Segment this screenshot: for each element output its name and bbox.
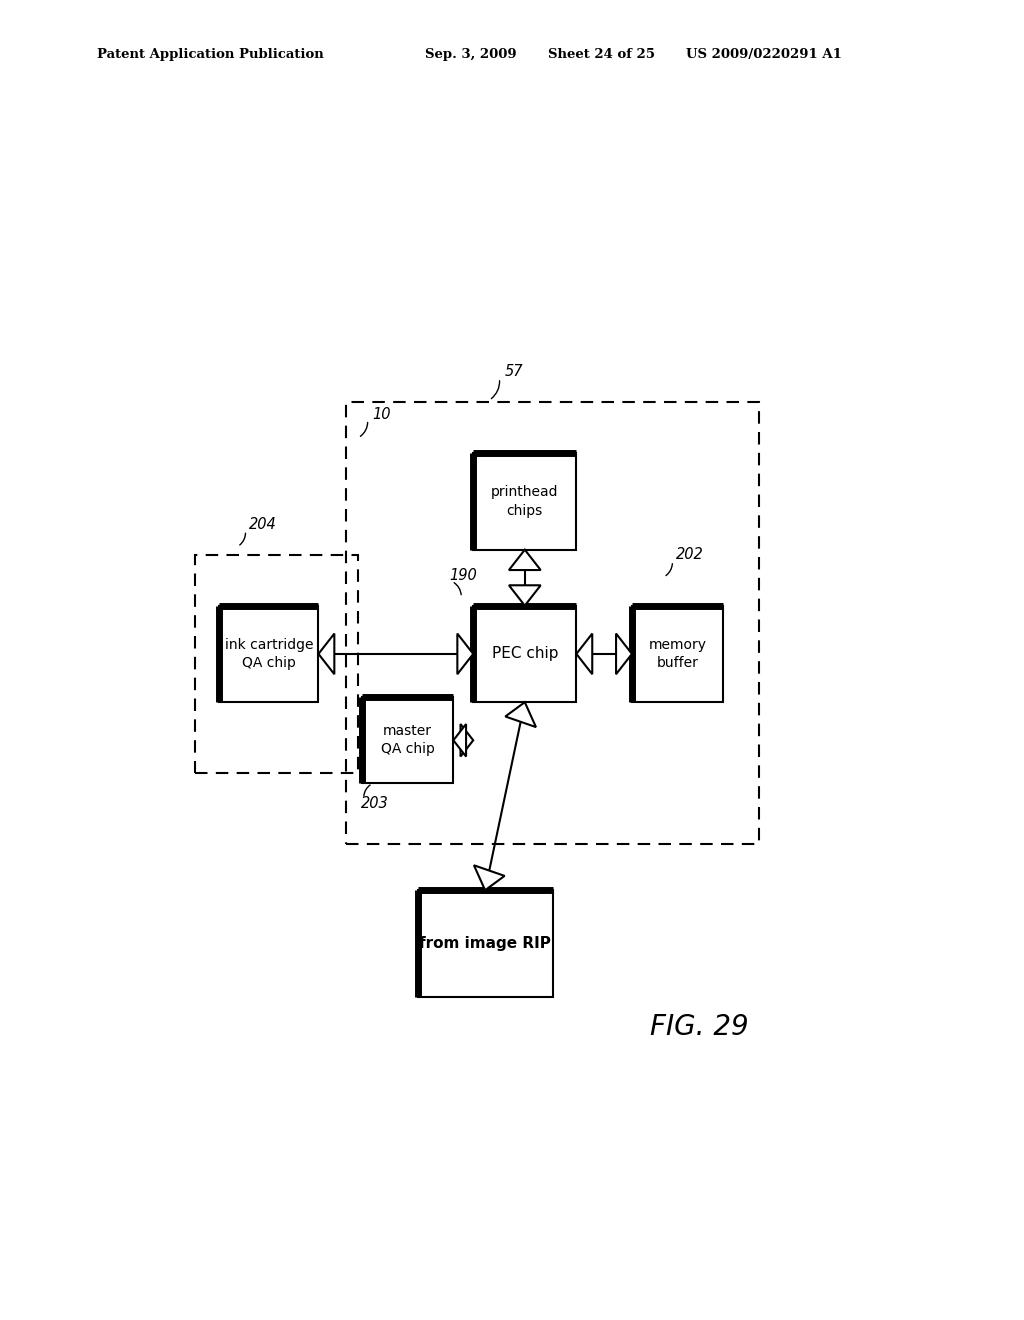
Text: US 2009/0220291 A1: US 2009/0220291 A1 [686, 48, 842, 61]
Polygon shape [505, 702, 536, 727]
Text: 202: 202 [676, 548, 703, 562]
Polygon shape [509, 549, 541, 570]
Text: from image RIP: from image RIP [419, 936, 551, 952]
Bar [196, 554, 358, 774]
Text: FIG. 29: FIG. 29 [650, 1014, 749, 1041]
Text: printhead
chips: printhead chips [492, 486, 558, 517]
Polygon shape [577, 634, 592, 675]
Bar [346, 403, 759, 845]
Text: 203: 203 [360, 796, 388, 812]
Bar [632, 606, 723, 702]
Polygon shape [616, 634, 632, 675]
Bar [219, 606, 318, 702]
Bar [418, 890, 553, 997]
Text: Patent Application Publication: Patent Application Publication [97, 48, 324, 61]
Text: memory
buffer: memory buffer [648, 638, 707, 671]
Text: master
QA chip: master QA chip [381, 725, 434, 756]
Bar [362, 697, 454, 784]
Text: Sep. 3, 2009: Sep. 3, 2009 [425, 48, 516, 61]
Polygon shape [458, 634, 473, 675]
Text: PEC chip: PEC chip [492, 647, 558, 661]
Bar [473, 453, 577, 549]
Polygon shape [461, 725, 473, 756]
Text: 204: 204 [249, 517, 276, 532]
Text: 190: 190 [450, 568, 477, 582]
Text: ink cartridge
QA chip: ink cartridge QA chip [224, 638, 313, 671]
Polygon shape [474, 866, 505, 890]
Polygon shape [454, 725, 466, 756]
Bar [473, 606, 577, 702]
Polygon shape [318, 634, 334, 675]
Polygon shape [509, 585, 541, 606]
Text: 10: 10 [373, 407, 391, 422]
Text: Sheet 24 of 25: Sheet 24 of 25 [548, 48, 654, 61]
Text: 57: 57 [505, 364, 523, 379]
